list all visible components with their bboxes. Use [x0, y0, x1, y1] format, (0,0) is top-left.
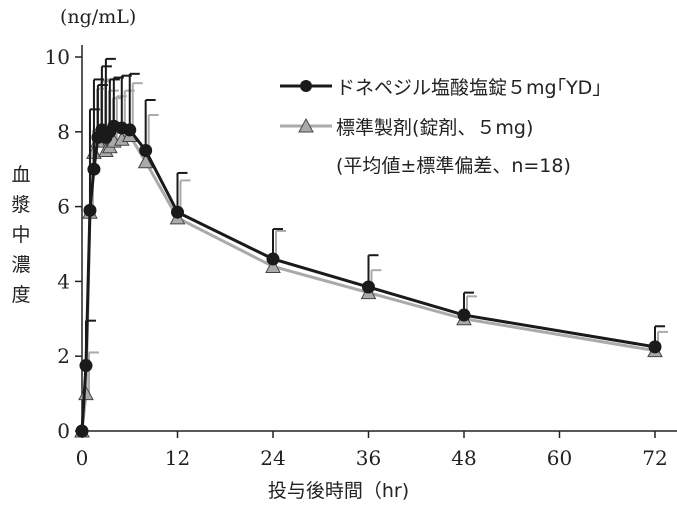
data-point-triangle — [265, 258, 281, 273]
data-point-circle — [266, 252, 280, 266]
data-point-circle — [171, 205, 184, 219]
legend-symbol-triangle — [280, 117, 332, 133]
x-tick-label: 60 — [547, 446, 572, 470]
x-tick-label: 72 — [642, 446, 667, 470]
data-point-circle — [457, 308, 471, 322]
data-point-circle — [362, 280, 375, 294]
y-tick-label: 4 — [57, 269, 70, 293]
data-point-circle — [123, 123, 137, 137]
legend-label-reference: 標準製剤(錠剤、５mg) — [336, 116, 534, 139]
y-unit-label: (ng/mL) — [60, 6, 137, 28]
legend-label-test: ドネペジル塩酸塩錠５mg｢YD｣ — [336, 76, 602, 99]
y-tick-label: 6 — [57, 195, 70, 219]
series-test — [75, 57, 665, 438]
data-point-circle — [75, 424, 89, 438]
y-tick-label: 0 — [57, 419, 70, 443]
y-tick-label: 2 — [57, 344, 70, 368]
legend-note: (平均値±標準偏差、n=18) — [336, 154, 571, 177]
data-point-circle — [79, 359, 93, 373]
legend: ドネペジル塩酸塩錠５mg｢YD｣ 標準製剤(錠剤、５mg) (平均値±標準偏差、… — [278, 66, 602, 182]
data-point-triangle — [78, 385, 94, 401]
x-tick-label: 12 — [165, 446, 190, 470]
legend-item-test: ドネペジル塩酸塩錠５mg｢YD｣ — [278, 66, 602, 106]
x-axis-label: 投与後時間（hr) — [267, 480, 410, 502]
data-point-circle — [139, 144, 153, 157]
x-tick-label: 36 — [356, 446, 381, 470]
data-point-triangle — [137, 153, 154, 169]
y-axis-label: 血漿中濃度 — [11, 164, 31, 306]
legend-item-reference: 標準製剤(錠剤、５mg) — [278, 106, 602, 146]
legend-symbol-circle — [280, 80, 332, 92]
y-tick-label: 10 — [45, 45, 70, 69]
x-tick-label: 48 — [451, 446, 476, 470]
y-tick-label: 8 — [57, 120, 70, 144]
data-point-circle — [87, 162, 101, 176]
data-point-circle — [648, 340, 662, 354]
x-tick-label: 0 — [76, 446, 89, 470]
data-point-circle — [83, 203, 97, 217]
x-tick-label: 24 — [260, 446, 285, 470]
